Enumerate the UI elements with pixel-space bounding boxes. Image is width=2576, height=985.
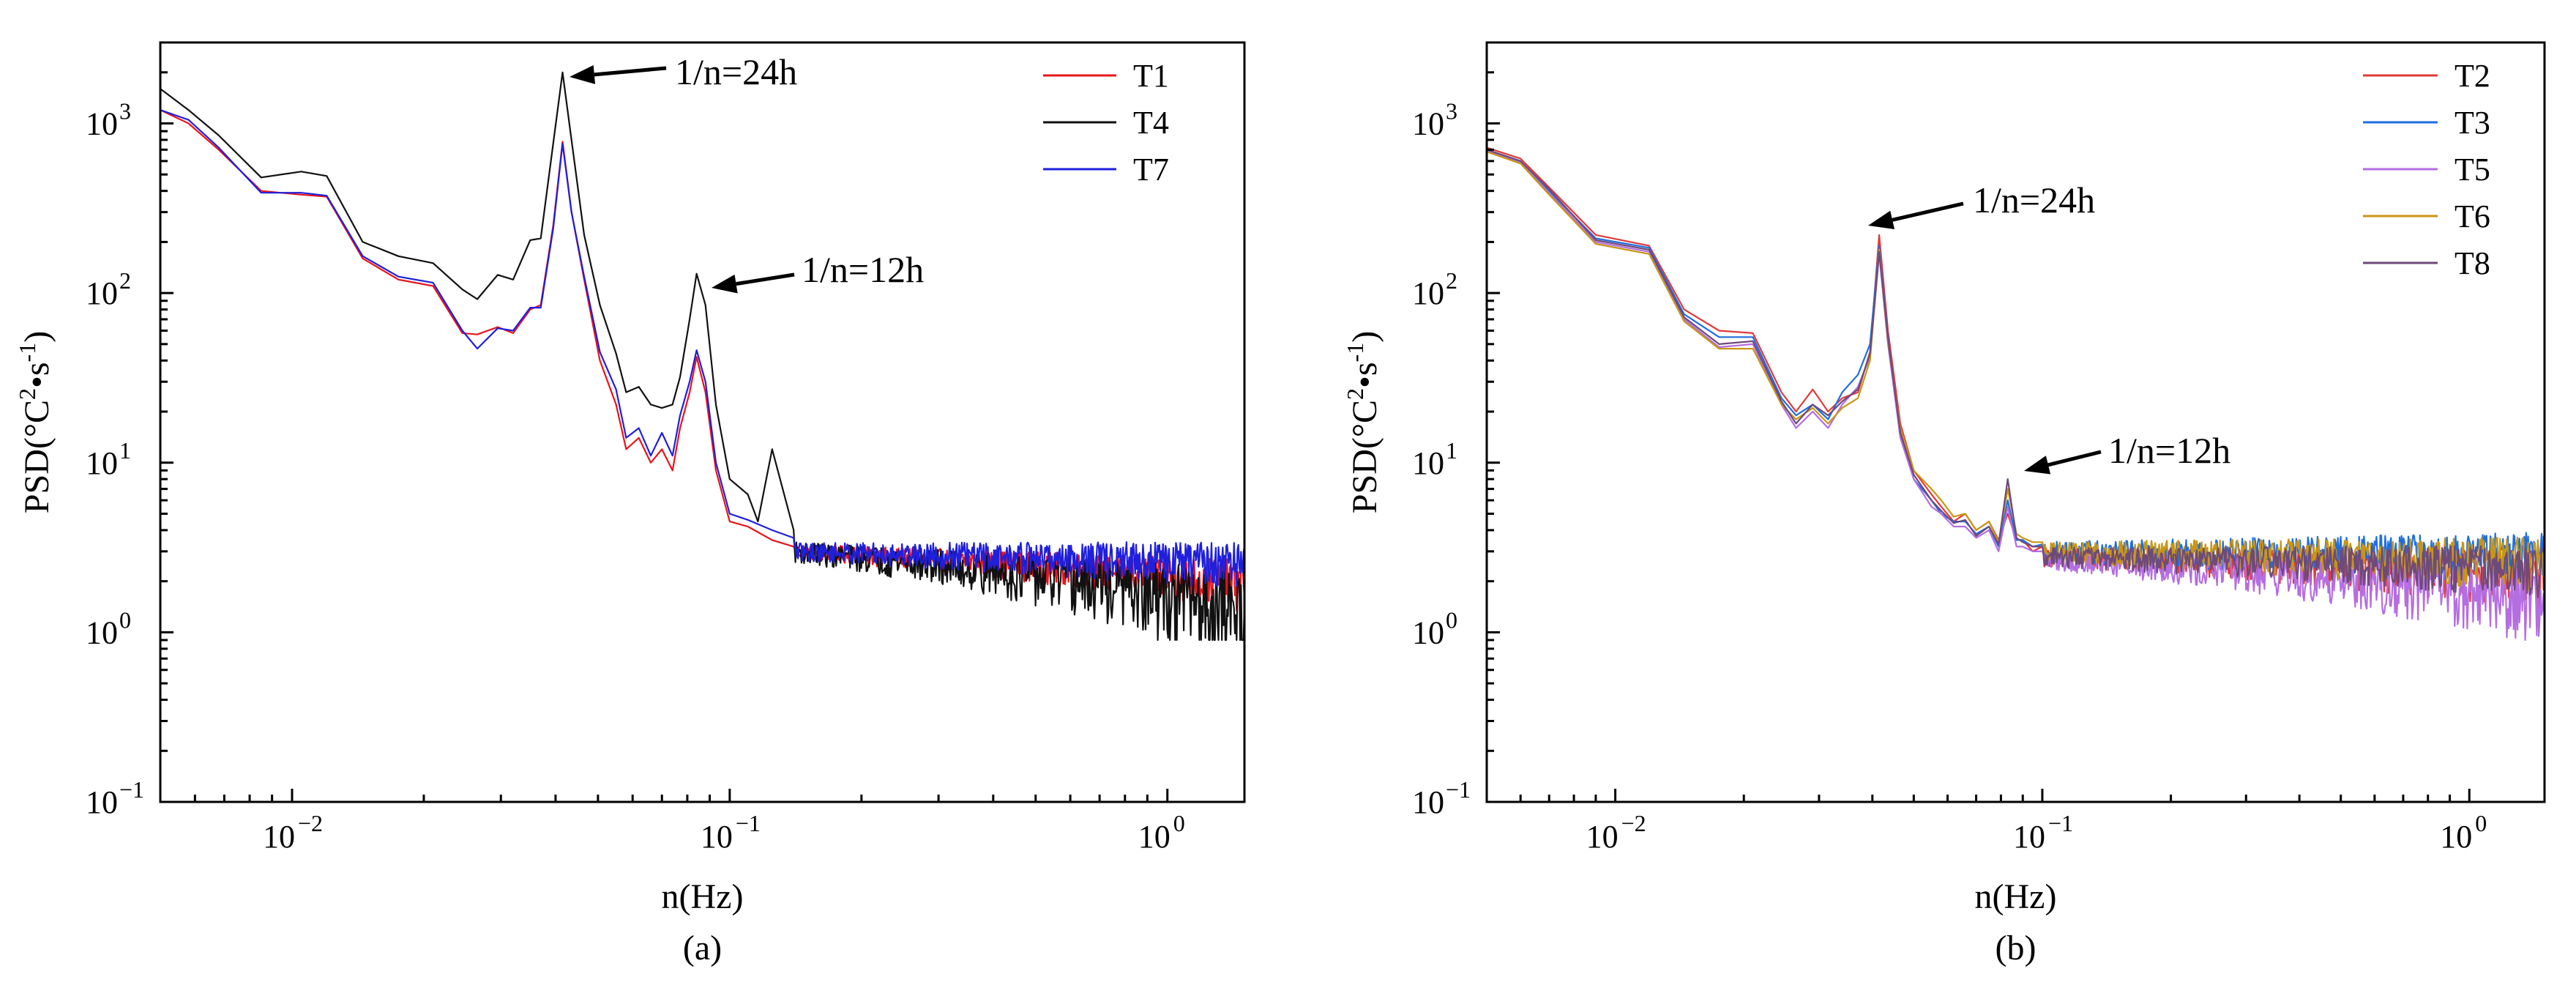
panel-a: 10 −2 10 −1 10 010 −110 010 110 210 3n(Hz)PSD(°C2•… xyxy=(14,41,1246,967)
x-tick-label-exponent: −2 xyxy=(1621,810,1646,836)
annotation-arrowhead xyxy=(2024,456,2051,475)
x-tick-label-exponent: −2 xyxy=(298,810,323,836)
axes-frame xyxy=(159,41,1246,803)
legend: T2 T3 T5 T6 T8 xyxy=(2363,58,2490,281)
y-tick-label-exponent: 1 xyxy=(1446,437,1457,464)
x-tick-label-exponent: 0 xyxy=(2475,810,2487,836)
x-tick-label-exponent: −1 xyxy=(2048,810,2073,836)
annotation: 1/n=12h xyxy=(2024,430,2230,475)
x-tick-label: 10 xyxy=(263,819,295,855)
annotation-arrow xyxy=(594,66,667,77)
y-tick-label-exponent: 3 xyxy=(1446,98,1457,124)
y-tick-label: 10 xyxy=(86,614,118,650)
annotation: 1/n=12h xyxy=(712,249,924,294)
y-tick-label-exponent: −1 xyxy=(119,776,144,803)
legend-label-t7: T7 xyxy=(1133,152,1169,187)
series-line-t5 xyxy=(1487,149,2545,642)
panel-label: (a) xyxy=(683,929,722,967)
series-line-t7 xyxy=(160,109,1244,587)
panel-b: 10 −2 10 −1 10 010 −110 010 110 210 3n(Hz)PSD(°C2•… xyxy=(1342,41,2546,967)
annotation: 1/n=24h xyxy=(570,51,797,92)
legend-label-t2: T2 xyxy=(2454,58,2490,94)
series-line-t8 xyxy=(1487,149,2545,598)
y-tick-label-exponent: 0 xyxy=(1446,606,1457,633)
y-axis-label: PSD(°C2•s-1) xyxy=(1342,331,1384,513)
y-tick-label-exponent: 2 xyxy=(119,267,131,294)
x-axis-label: n(Hz) xyxy=(662,877,744,916)
y-tick-label-exponent: 1 xyxy=(119,437,131,464)
y-tick-label: 10 xyxy=(86,445,118,481)
legend-label-t1: T1 xyxy=(1133,58,1169,94)
y-tick-label: 10 xyxy=(1412,445,1444,481)
y-tick-label: 10 xyxy=(1412,614,1444,650)
x-tick-label-exponent: −1 xyxy=(736,810,761,836)
x-tick-label: 10 xyxy=(1138,819,1171,855)
y-axis-label: PSD(°C2•s-1) xyxy=(14,331,56,513)
x-tick-label: 10 xyxy=(2440,819,2472,855)
axes-frame xyxy=(1485,41,2546,803)
annotation: 1/n=24h xyxy=(1868,179,2095,230)
x-tick-label: 10 xyxy=(2013,819,2045,855)
legend-label-t6: T6 xyxy=(2454,198,2490,234)
x-axis: 10 −2 10 −1 10 0 xyxy=(159,789,1185,855)
annotation-arrow xyxy=(736,272,795,286)
annotation-arrowhead xyxy=(1868,210,1895,230)
plot-area xyxy=(160,71,1244,642)
legend-label-t8: T8 xyxy=(2454,245,2490,281)
plot-area xyxy=(1487,146,2545,642)
annotation-label: 1/n=24h xyxy=(675,51,797,92)
y-tick-label-exponent: 2 xyxy=(1446,267,1457,294)
y-tick-label-exponent: −1 xyxy=(1446,776,1471,803)
y-tick-label: 10 xyxy=(1412,784,1444,820)
annotation-arrow xyxy=(2047,450,2102,467)
annotation-label: 1/n=12h xyxy=(802,249,924,290)
y-tick-label: 10 xyxy=(86,275,118,311)
legend-label-t4: T4 xyxy=(1133,105,1169,141)
x-tick-label: 10 xyxy=(1586,819,1619,855)
y-tick-label-exponent: 0 xyxy=(119,606,131,633)
annotation-arrow xyxy=(1892,201,1964,222)
y-tick-label: 10 xyxy=(86,106,118,142)
legend-label-t3: T3 xyxy=(2454,105,2490,141)
panel-label: (b) xyxy=(1996,929,2036,967)
y-tick-label: 10 xyxy=(86,784,118,820)
x-axis-label: n(Hz) xyxy=(1975,877,2057,916)
annotation-arrowhead xyxy=(712,274,738,294)
y-tick-label: 10 xyxy=(1412,275,1444,311)
annotation-label: 1/n=24h xyxy=(1973,179,2095,220)
x-axis: 10 −2 10 −1 10 0 xyxy=(1485,789,2487,855)
legend-label-t5: T5 xyxy=(2454,152,2490,187)
x-tick-label: 10 xyxy=(701,819,733,855)
y-tick-label-exponent: 3 xyxy=(119,98,131,124)
annotation-label: 1/n=12h xyxy=(2108,430,2230,471)
x-tick-label-exponent: 0 xyxy=(1173,810,1185,836)
annotation-arrowhead xyxy=(570,64,596,84)
y-tick-label: 10 xyxy=(1412,106,1444,142)
legend: T1 T4 T7 xyxy=(1043,58,1169,187)
